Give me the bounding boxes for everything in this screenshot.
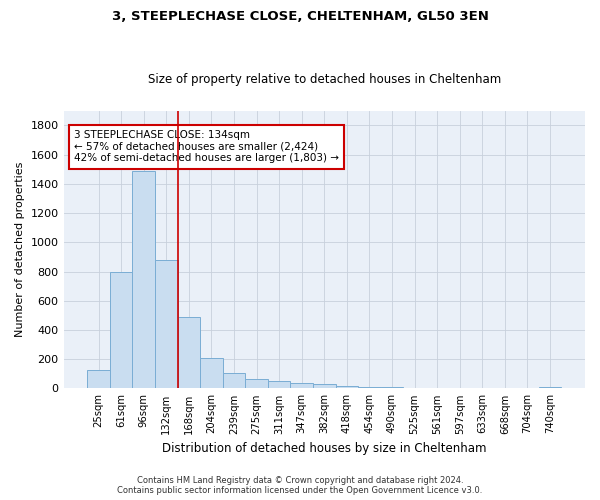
Bar (358, 386, 381, 388)
Bar (110, 272, 133, 388)
Bar (313, 384, 335, 388)
Bar (155, 260, 178, 388)
Bar (539, 386, 561, 388)
Bar (87, 370, 110, 388)
Title: Size of property relative to detached houses in Cheltenham: Size of property relative to detached ho… (148, 73, 501, 86)
Text: 3, STEEPLECHASE CLOSE, CHELTENHAM, GL50 3EN: 3, STEEPLECHASE CLOSE, CHELTENHAM, GL50 … (112, 10, 488, 23)
Bar (178, 317, 200, 388)
Bar (200, 358, 223, 388)
Bar (268, 382, 290, 388)
Bar (245, 379, 268, 388)
Y-axis label: Number of detached properties: Number of detached properties (15, 162, 25, 338)
Bar (290, 384, 313, 388)
X-axis label: Distribution of detached houses by size in Cheltenham: Distribution of detached houses by size … (162, 442, 487, 455)
Bar (223, 373, 245, 388)
Bar (335, 386, 358, 388)
Text: Contains HM Land Registry data © Crown copyright and database right 2024.
Contai: Contains HM Land Registry data © Crown c… (118, 476, 482, 495)
Text: 3 STEEPLECHASE CLOSE: 134sqm
← 57% of detached houses are smaller (2,424)
42% of: 3 STEEPLECHASE CLOSE: 134sqm ← 57% of de… (74, 130, 339, 164)
Bar (133, 170, 155, 388)
